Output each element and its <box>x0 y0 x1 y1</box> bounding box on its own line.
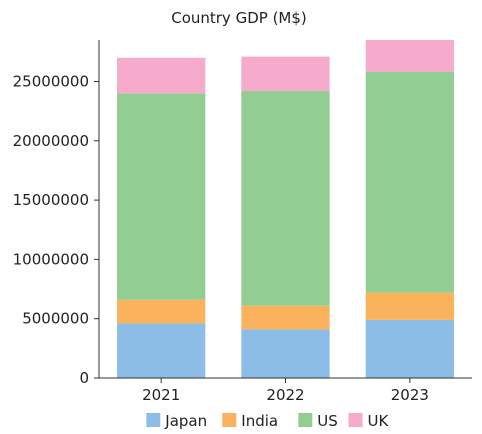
bar-japan-2021 <box>117 323 206 378</box>
legend-swatch-japan <box>146 413 161 427</box>
bar-japan-2023 <box>365 319 454 378</box>
bar-uk-2023 <box>365 40 454 73</box>
x-tick-label: 2021 <box>142 386 180 404</box>
x-axis: 2021 2022 2023 <box>99 377 472 404</box>
bar-india-2022 <box>241 305 330 330</box>
bar-us-2022 <box>241 90 330 306</box>
x-tick-label: 2023 <box>391 386 429 404</box>
y-tick-label: 0 <box>79 369 89 387</box>
legend-swatch-uk <box>348 413 363 427</box>
bar-us-2021 <box>117 93 206 300</box>
legend: Japan India US UK <box>146 412 389 430</box>
legend-label-uk: UK <box>368 412 390 430</box>
bar-uk-2022 <box>241 56 330 91</box>
y-tick-label: 10000000 <box>13 250 89 268</box>
legend-label-india: India <box>241 412 278 430</box>
bar-india-2023 <box>365 292 454 320</box>
bar-india-2021 <box>117 299 206 324</box>
chart-title: Country GDP (M$) <box>171 9 307 27</box>
y-tick-label: 5000000 <box>22 310 89 328</box>
legend-label-us: US <box>317 412 338 430</box>
x-tick-label: 2022 <box>266 386 304 404</box>
legend-label-japan: Japan <box>164 412 207 430</box>
y-axis: 0 5000000 10000000 15000000 20000000 25000000 <box>13 40 100 387</box>
legend-swatch-us <box>298 413 313 427</box>
y-tick-label: 25000000 <box>13 73 89 91</box>
bar-uk-2021 <box>117 57 206 94</box>
y-tick-label: 20000000 <box>13 132 89 150</box>
bars-group <box>117 40 454 378</box>
y-tick-label: 15000000 <box>13 191 89 209</box>
bar-japan-2022 <box>241 329 330 378</box>
legend-swatch-india <box>222 413 237 427</box>
bar-us-2023 <box>365 72 454 293</box>
